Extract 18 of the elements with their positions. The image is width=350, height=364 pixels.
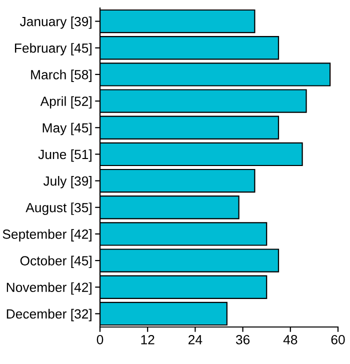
y-tick-label: August [35]: [26, 202, 92, 215]
y-tick-label: June [51]: [38, 149, 92, 162]
x-tick-label: 12: [141, 334, 154, 344]
y-tick-label: February [45]: [14, 43, 92, 56]
y-tick-label: May [45]: [42, 122, 92, 136]
x-tick-label: 60: [331, 334, 345, 344]
y-tick-label: January [39]: [20, 16, 92, 29]
y-tick-label: November [42]: [6, 282, 92, 295]
y-tick-label: October [45]: [20, 256, 92, 268]
y-tick-label: September [42]: [2, 229, 92, 242]
x-tick-label: 48: [283, 334, 298, 344]
x-tick-label: 24: [188, 334, 202, 344]
y-tick-label: March [58]: [31, 70, 92, 82]
y-tick-label: December [32]: [6, 308, 92, 322]
x-tick-label: 36: [236, 334, 250, 344]
x-tick-label: 0: [96, 334, 104, 344]
y-tick-label: July [39]: [43, 176, 92, 188]
y-tick-label: April [52]: [40, 96, 92, 109]
